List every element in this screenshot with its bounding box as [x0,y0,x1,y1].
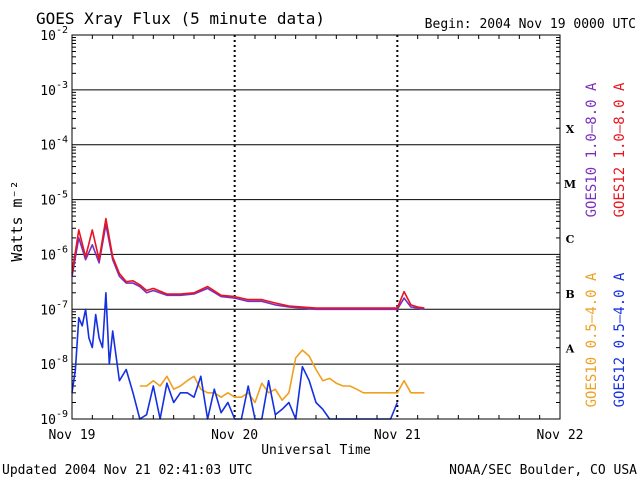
x-tick-label: Nov 19 [49,428,96,443]
plot-frame [71,34,561,420]
series-line [71,217,425,309]
x-tick-label: Nov 20 [211,428,258,443]
legend-entry: GOES12 0.5–4.0 A [612,272,628,407]
x-tick-label: Nov 22 [537,428,584,443]
series-line [71,223,425,311]
legend-entry: GOES10 1.0–8.0 A [584,82,600,217]
y-tick-labels: 10-9 10-8 10-7 10-6 10-5 10-4 10-3 10-2 [40,25,68,428]
y-tick-label: 10-3 [40,80,68,99]
y-tick-label: 10-6 [40,244,68,263]
y-axis-label: Watts m⁻² [8,180,26,261]
flare-class-label: C [566,233,575,246]
flare-class-label: B [565,288,574,301]
flare-class-label: M [564,178,576,191]
series-layer [71,217,425,420]
flare-class-label: A [565,343,575,356]
y-tick-label: 10-2 [40,25,68,44]
grid-layer [72,35,560,419]
footer-credit: NOAA/SEC Boulder, CO USA [449,463,637,478]
x-axis-label: Universal Time [261,443,371,458]
chart-title: GOES Xray Flux (5 minute data) [36,9,325,28]
x-tick-label: Nov 21 [374,428,421,443]
legend-entry: GOES10 0.5–4.0 A [584,272,600,407]
legend-entry: GOES12 1.0–8.0 A [612,82,628,217]
begin-label: Begin: 2004 Nov 19 0000 UTC [425,17,636,32]
legend: GOES10 1.0–8.0 A GOES12 1.0–8.0 A GOES10 0… [584,82,628,407]
y-tick-label: 10-7 [40,299,68,318]
flare-class-labels: X M C B A [564,123,576,355]
y-tick-label: 10-8 [40,354,68,373]
y-tick-label: 10-5 [40,190,68,209]
flare-class-label: X [566,123,575,136]
y-tick-label: 10-4 [40,135,68,154]
series-line [139,349,425,404]
x-tick-labels: Nov 19 Nov 20 Nov 21 Nov 22 [49,428,584,443]
y-tick-label: 10-9 [40,409,68,428]
footer-updated: Updated 2004 Nov 21 02:41:03 UTC [2,463,252,478]
